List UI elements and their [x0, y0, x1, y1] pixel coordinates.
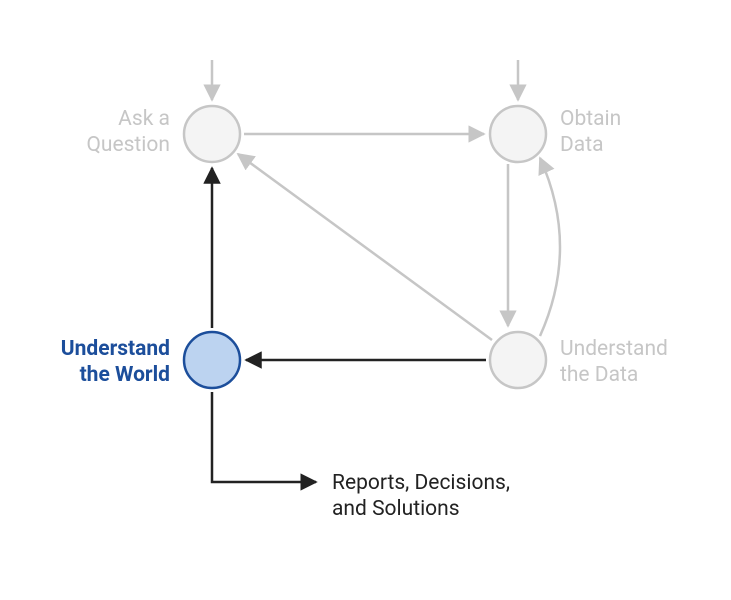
label-understand-world: Understand the World [0, 336, 170, 389]
label-output-line1: Reports, Decisions, [332, 471, 510, 495]
label-output: Reports, Decisions, and Solutions [332, 470, 510, 523]
label-understand-data: Understand the Data [560, 336, 668, 389]
label-understand-world-line1: Understand [61, 337, 170, 361]
edge-understand-data-to-obtain-curve [540, 158, 560, 336]
edge-world-to-output [212, 392, 316, 482]
label-obtain-data-line2: Data [560, 133, 604, 157]
label-understand-data-line2: the Data [560, 363, 638, 387]
label-output-line2: and Solutions [332, 497, 460, 521]
label-ask-question: Ask a Question [0, 106, 170, 159]
node-obtain-data [490, 106, 546, 162]
label-ask-question-line1: Ask a [118, 107, 170, 131]
label-obtain-data-line1: Obtain [560, 107, 621, 131]
node-ask-question [184, 106, 240, 162]
node-understand-world [184, 332, 240, 388]
edge-understand-data-to-ask [238, 154, 492, 340]
label-understand-data-line1: Understand [560, 337, 668, 361]
label-ask-question-line2: Question [86, 133, 170, 157]
label-understand-world-line2: the World [80, 363, 170, 387]
label-obtain-data: Obtain Data [560, 106, 621, 159]
node-understand-data [490, 332, 546, 388]
